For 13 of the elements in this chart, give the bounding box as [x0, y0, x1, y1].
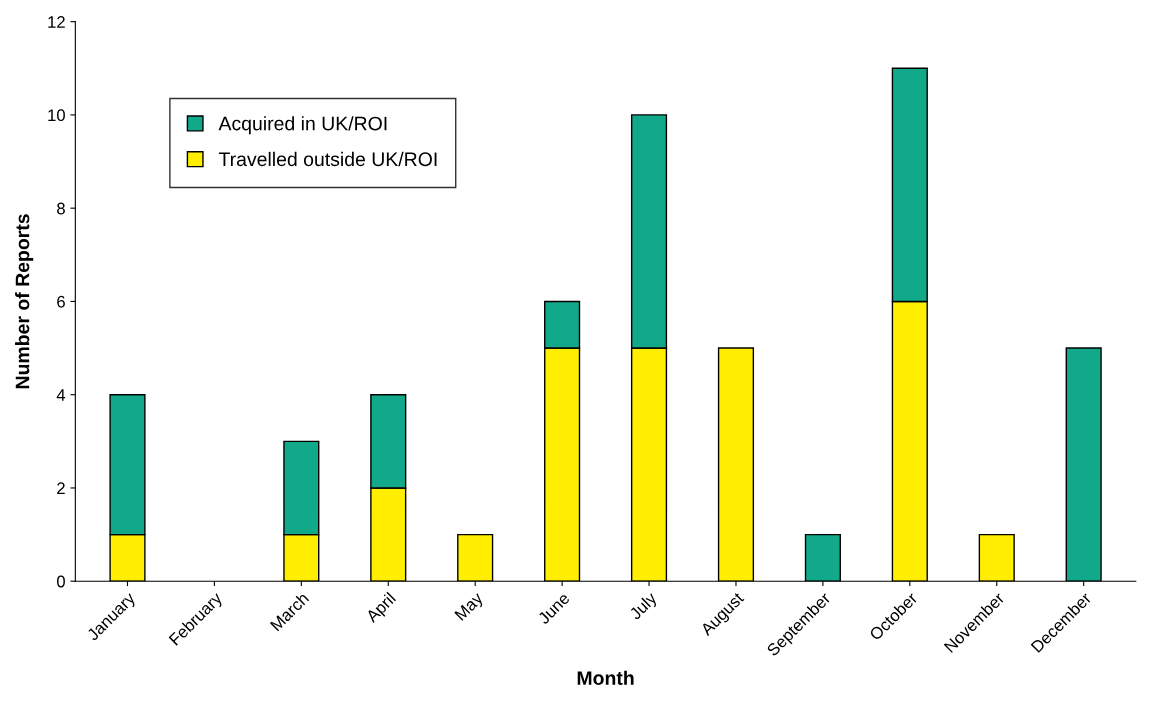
y-tick-label: 2 — [57, 482, 65, 494]
y-tick-label: 0 — [57, 575, 65, 588]
y-tick-label: 8 — [57, 202, 65, 215]
y-tick-label: 12 — [48, 16, 65, 28]
x-tick-label: May — [454, 591, 487, 624]
y-tick-label: 6 — [57, 295, 65, 308]
legend-label: Travelled outside UK/ROI — [218, 151, 437, 167]
x-tick-label: July — [628, 590, 660, 623]
y-tick-label: 4 — [56, 389, 66, 401]
y-axis-title: Number of Reports — [15, 214, 34, 389]
y-tick-label: 10 — [48, 109, 65, 122]
legend-label: Acquired in UK/ROI — [218, 116, 387, 135]
x-axis-title: Month — [577, 670, 634, 685]
